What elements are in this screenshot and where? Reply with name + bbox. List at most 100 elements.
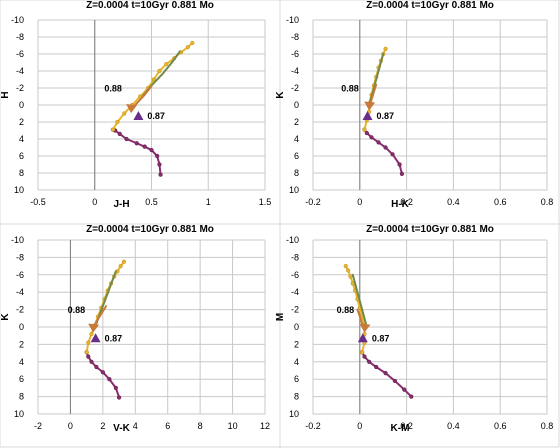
y-tick-label: 4 [294,134,299,144]
data-point [149,147,154,153]
data-point [399,171,405,176]
y-axis-label: H [0,91,11,98]
y-tick-label: 4 [294,357,299,367]
y-tick-label: 10 [289,185,299,195]
y-tick-label: 2 [294,339,299,349]
y-tick-label: 10 [14,409,24,419]
chart-panel-2: -0.2 0 0.2 0.4 0.6 0.8 10 8 6 4 2 0 -2 -4 -6 -8 -10 Z=0.0… [275,0,553,210]
data-point [362,127,367,132]
data-point [107,377,112,382]
x-tick-label: 1.5 [259,197,272,207]
chart-title: Z=0.0004 t=10Gyr 0.881 Mo [86,0,214,11]
y-tick-label: -8 [16,32,24,42]
data-point [409,394,414,399]
x-tick-label: 2 [100,421,105,431]
y-tick-label: -6 [16,49,24,59]
data-point [89,359,94,364]
chart-title: Z=0.0004 t=10Gyr 0.881 Mo [86,224,214,235]
x-tick-label: 0.2 [400,197,413,207]
series-line-1 [111,128,162,176]
annotation-label: 0.87 [377,111,395,121]
series-line-3 [351,273,368,328]
data-point [376,140,381,145]
triangle-marker [357,333,368,343]
x-tick-label: 10 [228,421,238,431]
arrow-marker [88,323,100,333]
data-point [383,145,388,150]
y-tick-label: 0 [19,100,24,110]
triangle-marker [133,111,144,121]
y-axis-label: M [275,313,286,321]
data-point [134,141,139,146]
arrow-marker [126,104,138,114]
data-point [121,259,127,264]
y-tick-label: 10 [289,409,299,419]
data-point [84,350,89,355]
data-point [402,387,407,392]
y-tick-label: -2 [291,83,299,93]
x-tick-label: 4 [133,421,138,431]
x-tick-label: 0 [357,421,362,431]
x-tick-label: 0.8 [541,421,554,431]
data-point [348,274,353,279]
x-tick-label: 1 [206,197,211,207]
data-point [116,395,122,400]
x-axis-label: V-K [113,423,130,434]
data-point [157,68,162,74]
y-tick-label: -8 [16,252,24,262]
data-point [118,264,123,269]
data-point [190,40,195,46]
data-point [392,378,398,384]
y-tick-label: 0 [294,322,299,332]
y-tick-label: -6 [16,270,24,280]
y-axis-label: K [0,313,11,321]
data-point [367,359,372,364]
y-tick-label: 2 [19,339,24,349]
data-point [151,77,156,82]
x-tick-label: 0.4 [447,421,460,431]
x-tick-label: 0.4 [447,197,460,207]
x-tick-label: -0.2 [305,197,321,207]
y-tick-label: -4 [16,287,24,297]
data-point [360,350,365,355]
y-tick-label: 8 [294,392,299,402]
data-point [343,264,348,269]
data-point [346,268,351,273]
triangle-marker [90,333,101,343]
y-tick-label: 0 [19,322,24,332]
arrow-marker [359,323,371,333]
y-tick-label: 2 [294,117,299,127]
annotation-label: 0.88 [104,83,122,93]
y-tick-label: 4 [19,357,24,367]
data-point [369,135,374,140]
x-tick-label: -0.5 [30,197,46,207]
y-tick-label: -8 [291,32,299,42]
y-tick-label: 6 [19,151,24,161]
data-point [124,136,129,142]
y-tick-label: 8 [19,392,24,402]
x-tick-label: 0 [357,197,362,207]
data-point [94,364,99,370]
y-tick-label: 6 [294,374,299,384]
x-tick-label: 0.6 [494,197,507,207]
data-point [100,370,105,375]
annotation-label: 0.88 [68,305,86,315]
data-point [383,46,388,52]
data-point [110,127,116,132]
data-point [157,162,162,167]
y-tick-label: -4 [16,66,24,76]
triangle-marker [362,111,373,121]
x-tick-label: 6 [165,421,170,431]
chart-panel-4: -0.2 0 0.2 0.4 0.6 0.8 10 8 6 4 2 0 -2 -4 -6 -8 -10 Z=0.0… [275,224,553,434]
y-tick-label: 10 [14,185,24,195]
data-point [155,153,160,159]
y-tick-label: -10 [11,15,24,25]
y-tick-label: 8 [294,168,299,178]
x-axis-label: K-M [391,423,410,434]
data-point [364,130,369,136]
annotation-label: 0.88 [341,83,359,93]
data-point [89,331,94,337]
y-tick-label: 8 [19,168,24,178]
y-tick-label: -6 [291,270,299,280]
